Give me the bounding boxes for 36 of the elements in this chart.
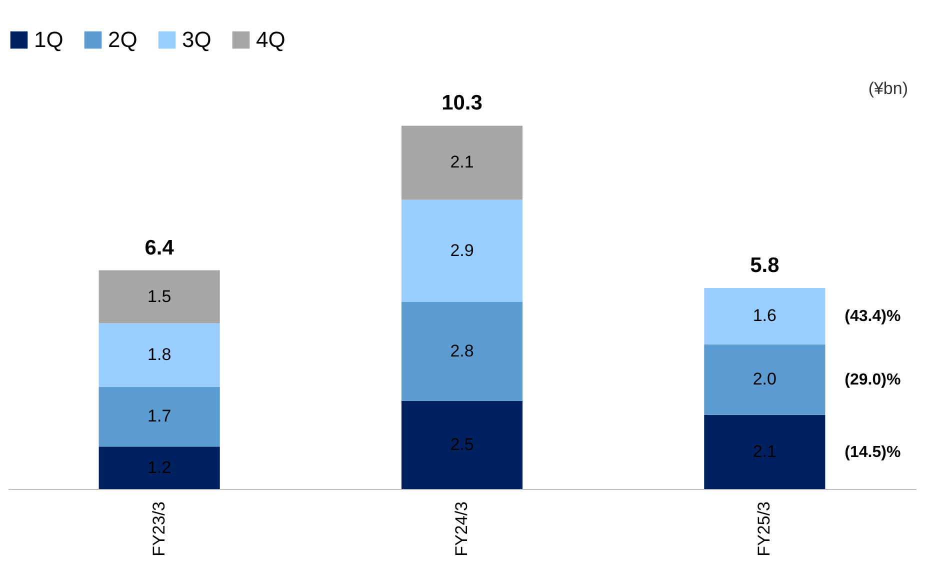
data-label: 1.7 [148,406,172,426]
x-tick-label: FY23/3 [149,502,168,556]
data-label: 1.2 [148,458,172,477]
total-label: 5.8 [750,254,780,277]
data-label: 1.5 [148,286,172,306]
bar [98,446,220,489]
bar [98,386,220,447]
data-label: 1.6 [752,306,776,326]
bar [704,344,826,415]
bar [704,288,826,344]
annotation: (43.4)% [844,308,901,326]
annotation: (14.5)% [844,444,901,461]
bar [704,414,826,489]
data-label: 2.8 [450,341,474,360]
legend-label: 1Q [34,27,64,52]
annotation: (29.0)% [844,372,901,389]
data-label: 2.9 [450,240,474,260]
data-label: 2.1 [752,442,776,461]
x-tick-label: FY25/3 [754,502,774,556]
text: (¥bn) [868,79,908,98]
bar [401,200,523,302]
bar [401,302,523,401]
bar [401,126,523,200]
bar [401,400,523,489]
legend-label: 2Q [108,27,138,52]
bar [98,323,220,387]
legend-label: 4Q [256,27,286,52]
total-label: 10.3 [442,92,482,115]
data-label: 2.5 [450,434,474,454]
data-label: 2.0 [752,370,776,389]
data-label: 2.1 [450,152,474,172]
total-label: 6.4 [144,236,174,260]
bar [98,270,220,324]
x-tick-label: FY24/3 [452,502,471,556]
legend-label: 3Q [182,27,212,52]
data-label: 1.8 [148,344,172,364]
